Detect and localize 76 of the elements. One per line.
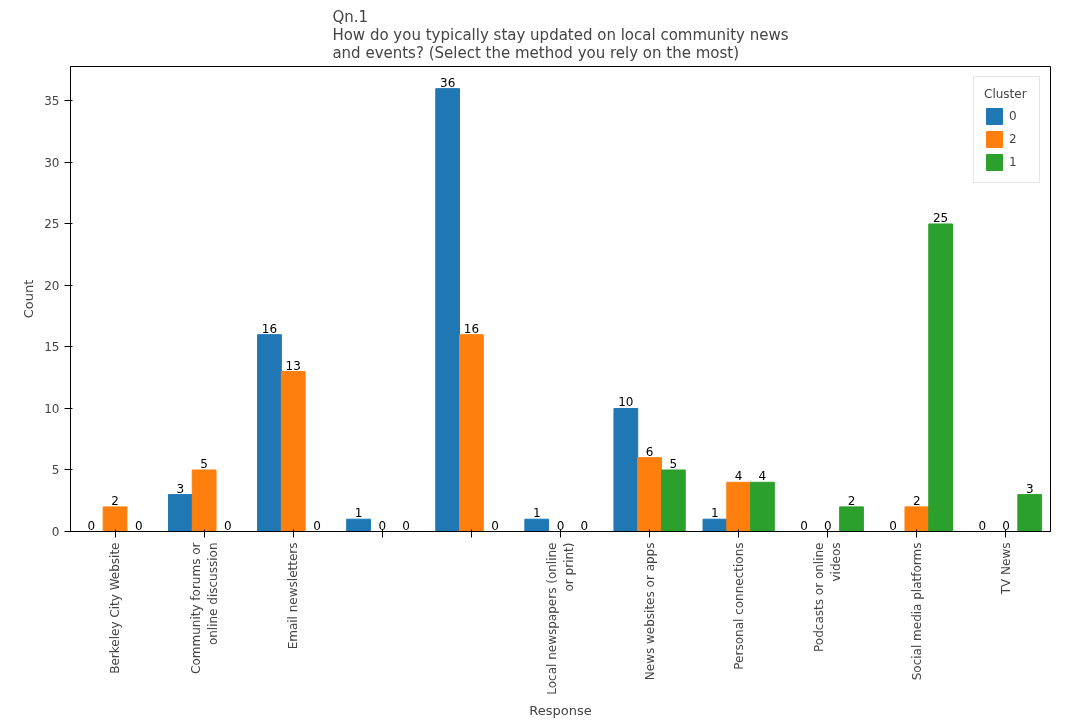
bar — [280, 371, 306, 532]
bar — [102, 506, 128, 532]
x-tick-label: News websites or apps — [642, 542, 657, 681]
legend-label: 2 — [1009, 132, 1018, 146]
data-label: 5 — [200, 456, 208, 471]
data-label: 3 — [1025, 481, 1034, 496]
data-label: 0 — [224, 518, 232, 533]
bar — [928, 223, 953, 532]
y-tick-label: 5 — [51, 463, 60, 478]
x-tick-label: TV News — [998, 542, 1013, 596]
bar — [168, 494, 193, 532]
data-label: 36 — [440, 75, 456, 90]
data-label: 16 — [463, 321, 480, 336]
data-label: 5 — [669, 456, 678, 471]
data-label: 2 — [913, 493, 921, 508]
y-tick-label: 15 — [44, 340, 60, 355]
chart-title: Qn.1 How do you typically stay updated on local community news and events? (Select the method you rely on the most) — [332, 7, 789, 62]
y-tick-label: 10 — [44, 401, 60, 416]
data-label: 0 — [1002, 518, 1010, 533]
bar — [904, 506, 930, 532]
bar — [660, 469, 686, 532]
bar — [257, 334, 282, 532]
y-tick-label: 30 — [44, 155, 60, 170]
data-label: 0 — [378, 518, 387, 533]
x-tick-label: Personal connections — [731, 542, 746, 670]
data-label: 0 — [491, 518, 499, 533]
y-tick-label: 0 — [51, 525, 60, 539]
x-tick-label: Podcasts or online videos — [812, 542, 844, 652]
bar — [459, 334, 484, 532]
bar — [750, 481, 775, 532]
bar — [726, 481, 752, 532]
data-label: 10 — [618, 395, 634, 410]
data-label: 0 — [580, 518, 589, 533]
bar — [191, 469, 217, 532]
data-label: 0 — [87, 518, 96, 533]
data-label: 1 — [532, 506, 541, 521]
data-label: 4 — [734, 469, 743, 484]
data-label: 0 — [134, 518, 143, 533]
data-label: 4 — [758, 469, 767, 484]
bar — [1017, 494, 1043, 532]
bar — [637, 457, 662, 532]
y-tick-label: 35 — [44, 94, 60, 109]
legend-label: 1 — [1009, 155, 1018, 169]
data-label: 3 — [176, 481, 185, 496]
bar — [524, 518, 550, 532]
data-label: 0 — [313, 518, 321, 533]
legend-title: Cluster — [984, 87, 1028, 101]
x-tick-label: Local newspapers (online or print) — [545, 542, 576, 695]
bar — [613, 407, 639, 532]
data-label: 13 — [285, 358, 301, 373]
x-axis-title: Response — [529, 702, 592, 718]
data-label: 2 — [111, 493, 119, 508]
x-tick-label: Email newsletters — [286, 542, 301, 650]
bar — [346, 518, 371, 532]
legend-label: 0 — [1009, 109, 1018, 123]
data-label: 1 — [711, 506, 719, 521]
data-label: 0 — [889, 518, 897, 533]
data-label: 2 — [847, 493, 856, 508]
y-tick-label: 20 — [44, 278, 60, 293]
data-label: 16 — [261, 321, 278, 336]
data-label: 1 — [354, 506, 363, 521]
data-label: 0 — [402, 518, 410, 533]
y-axis-title: Count — [21, 279, 37, 319]
bar — [702, 518, 728, 532]
data-label: 0 — [978, 518, 987, 533]
bar — [435, 88, 461, 532]
x-tick-label: Community forums or online discussion — [188, 542, 220, 674]
data-label: 6 — [645, 444, 654, 459]
y-tick-label: 25 — [44, 217, 60, 232]
data-label: 0 — [556, 518, 565, 533]
data-label: 0 — [823, 518, 832, 533]
x-tick-label: Social media platforms — [909, 542, 924, 681]
bar — [839, 506, 864, 532]
x-tick-label: Berkeley City Website — [108, 542, 123, 674]
data-label: 0 — [800, 518, 808, 533]
data-label: 25 — [932, 210, 949, 225]
